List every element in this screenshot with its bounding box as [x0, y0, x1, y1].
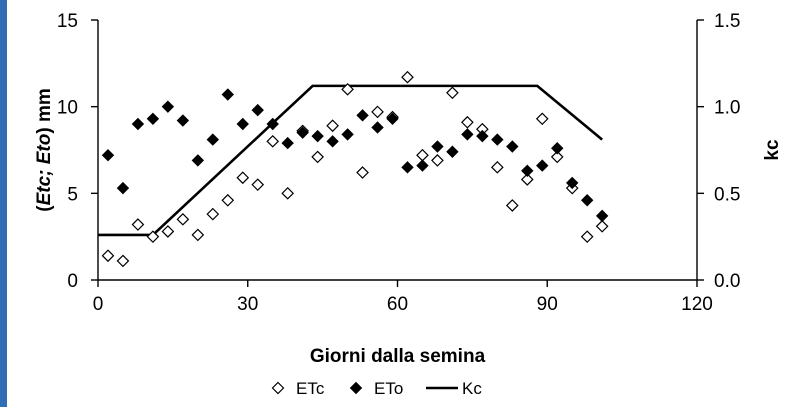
etc-point [131, 218, 145, 231]
eto-point [311, 129, 324, 143]
x-axis-title: Giorni dalla semina [310, 346, 486, 367]
etc-point [236, 171, 250, 185]
eto-point [281, 136, 294, 150]
etc-point [356, 166, 369, 179]
eto-point [161, 100, 175, 113]
eto-point [251, 103, 264, 117]
etc-point [326, 119, 339, 133]
y-left-tick-label: 5 [67, 184, 78, 205]
x-tick-label: 120 [681, 294, 713, 315]
etc-point [401, 70, 414, 84]
eto-point [476, 129, 489, 143]
etc-point [595, 219, 609, 233]
y-right-tick-label: 0.0 [714, 271, 740, 292]
etc-point [101, 249, 115, 263]
etc-point [535, 112, 549, 126]
x-tick-label: 30 [237, 294, 258, 315]
x-tick-label: 60 [387, 294, 408, 315]
legend-etc-swatch [271, 381, 285, 395]
etc-point [266, 134, 280, 148]
etc-point [146, 230, 160, 244]
kc-series [98, 84, 603, 237]
etc-point [461, 115, 474, 129]
left-edge-strip [0, 0, 7, 407]
etc-point [490, 160, 504, 174]
eto-point [416, 159, 429, 172]
y-left-tick-label: 10 [57, 98, 78, 119]
eto-point [206, 133, 220, 146]
eto-point [431, 140, 444, 153]
y-right-tick-label: 1.0 [714, 98, 740, 119]
eto-point [221, 88, 234, 101]
eto-point [356, 109, 369, 122]
eto-point [326, 135, 339, 148]
etc-point [206, 207, 220, 221]
eto-point [266, 117, 279, 131]
y-left-tick-label: 15 [57, 11, 78, 32]
etc-point [176, 212, 190, 226]
kc-line [98, 84, 603, 237]
y-axis-left-title: (Etc; Eto) mm [34, 88, 55, 212]
tick-labels: 0 30 60 90 120 0 5 10 15 0.0 0.5 1.0 1.5 [57, 11, 741, 315]
eto-point [461, 128, 474, 141]
eto-point [146, 112, 160, 126]
etc-point [251, 178, 265, 192]
eto-point [386, 112, 399, 126]
eto-point [551, 142, 564, 155]
eto-point [131, 117, 145, 131]
etc-point [341, 82, 354, 96]
etc-point [505, 199, 519, 212]
legend-etc-label: ETc [296, 379, 325, 398]
eto-point [401, 161, 414, 174]
eto-point [536, 159, 549, 172]
eto-point [521, 164, 534, 178]
eto-point [566, 176, 579, 190]
axis-titles: Giorni dalla semina (Etc; Eto) mm kc [34, 88, 783, 367]
eto-point [580, 194, 594, 207]
eto-point [506, 140, 519, 153]
chart-axes [91, 19, 704, 287]
eto-point [341, 128, 354, 141]
eto-point [371, 121, 384, 134]
eto-series [101, 88, 609, 223]
legend-eto-swatch [349, 381, 363, 395]
eto-point [296, 126, 309, 139]
etc-point [116, 254, 130, 268]
etc-point [431, 154, 444, 167]
etc-point [191, 228, 205, 242]
eto-point [491, 133, 504, 146]
legend-eto-label: ETo [374, 379, 403, 398]
eto-point [101, 148, 115, 162]
y-left-tick-label: 0 [67, 271, 78, 292]
etc-point [580, 230, 594, 244]
eto-point [116, 181, 130, 195]
eto-point [446, 145, 459, 158]
etc-series [101, 70, 609, 268]
etc-point [416, 148, 429, 162]
y-right-tick-label: 1.5 [714, 11, 740, 32]
eto-point [176, 114, 190, 127]
etc-point [520, 173, 534, 186]
etc-point [371, 105, 384, 119]
legend: ETc ETo Kc [271, 379, 482, 398]
etc-point [446, 86, 459, 100]
x-tick-label: 90 [537, 294, 558, 315]
etc-point [161, 225, 175, 238]
eto-point [236, 117, 249, 131]
y-axis-right-title: kc [762, 139, 783, 161]
etc-point [311, 150, 324, 164]
etc-point [221, 193, 235, 207]
x-tick-label: 0 [93, 294, 104, 315]
etc-point [281, 186, 295, 200]
y-right-tick-label: 0.5 [714, 184, 740, 205]
etc-point [550, 150, 564, 164]
legend-kc-label: Kc [462, 379, 482, 398]
eto-point [595, 209, 609, 223]
eto-point [191, 154, 205, 167]
